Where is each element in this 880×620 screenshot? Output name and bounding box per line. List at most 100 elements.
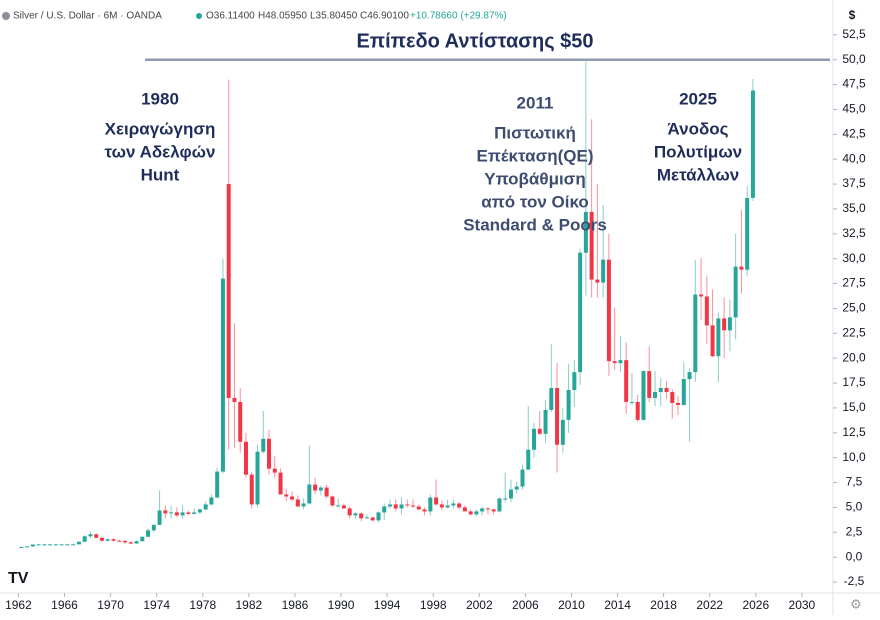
candle-body: [146, 530, 151, 537]
resistance-label: Επίπεδο Αντίστασης $50: [356, 30, 593, 52]
candle-body: [560, 419, 565, 445]
x-tick-label: 2026: [742, 598, 769, 612]
candle-body: [330, 496, 335, 506]
ohlc-low: L35.80450: [310, 11, 358, 22]
symbol-icon: [2, 12, 10, 20]
candle-body: [474, 511, 479, 515]
x-tick-label: 2018: [650, 598, 677, 612]
candle-body: [388, 504, 393, 507]
candle-body: [128, 542, 133, 544]
candle-body: [203, 504, 208, 510]
candle-body: [468, 511, 473, 515]
y-tick-label: 7,5: [846, 475, 863, 489]
currency: $: [849, 8, 856, 22]
candle-body: [341, 505, 346, 509]
candle-body: [693, 294, 698, 373]
annotation-text: Hunt: [141, 165, 180, 184]
candle-body: [215, 471, 220, 498]
x-tick-label: 2014: [604, 598, 631, 612]
candle-body: [658, 388, 663, 393]
candle-body: [428, 497, 433, 512]
x-tick-label: 1986: [282, 598, 309, 612]
candle-body: [169, 512, 174, 514]
candle-body: [451, 503, 456, 506]
candle-body: [434, 497, 439, 505]
y-tick-label: 27,5: [842, 276, 866, 290]
candle-body: [71, 544, 76, 546]
candle-body: [65, 544, 70, 546]
y-tick-label: 22,5: [842, 325, 866, 339]
y-tick-label: 52,5: [842, 27, 866, 41]
candle-body: [243, 441, 248, 475]
x-tick-label: 2010: [558, 598, 585, 612]
candle-body: [347, 508, 352, 516]
candle-body: [572, 372, 577, 391]
candle-body: [537, 428, 542, 434]
candle-body: [364, 517, 369, 519]
y-tick-label: 50,0: [842, 52, 866, 66]
candle-body: [359, 513, 364, 519]
y-tick-label: 45,0: [842, 102, 866, 116]
candle-body: [105, 539, 110, 541]
candle-body: [422, 509, 427, 512]
settings-icon[interactable]: ⚙: [850, 596, 862, 611]
x-tick-label: 2030: [789, 598, 816, 612]
annotation-text: Πολυτίμων: [654, 142, 742, 161]
candle-body: [641, 371, 646, 420]
candle-body: [76, 541, 81, 545]
candle-body: [589, 211, 594, 280]
candle-body: [295, 499, 300, 507]
y-tick-label: 15,0: [842, 400, 866, 414]
candle-body: [290, 496, 295, 500]
x-tick-label: 1994: [374, 598, 401, 612]
annotation-text: 1980: [141, 89, 179, 108]
candle-body: [163, 510, 168, 514]
candle-body: [82, 536, 87, 542]
annotation-text: Άνοδος: [667, 119, 728, 138]
candle-body: [664, 388, 669, 393]
y-tick-label: 20,0: [842, 350, 866, 364]
candle-body: [405, 504, 410, 506]
candle-body: [676, 402, 681, 405]
candle-body: [151, 524, 156, 531]
candle-body: [376, 512, 381, 521]
x-tick-label: 2006: [512, 598, 539, 612]
candle-body: [710, 325, 715, 357]
ohlc-high: H48.05950: [258, 11, 307, 22]
candle-body: [220, 278, 225, 472]
annotation-text: Υποβάθμιση: [484, 169, 585, 188]
annotation-text: Μετάλλων: [657, 165, 739, 184]
symbol: Silver / U.S. Dollar · 6M · OANDA: [13, 11, 162, 22]
candle-body: [301, 503, 306, 507]
ohlc-open: O36.11400: [206, 11, 255, 22]
annotation-text: Επέκταση(QE): [477, 146, 594, 165]
candle-body: [157, 510, 162, 525]
candle-body: [99, 537, 104, 541]
candle-body: [549, 388, 554, 410]
candle-body: [353, 513, 358, 516]
candle-body: [272, 468, 277, 473]
candle-body: [278, 472, 283, 495]
candle-body: [307, 484, 312, 504]
candle-body: [670, 392, 675, 403]
candle-body: [716, 318, 721, 357]
candle-body: [88, 534, 93, 537]
y-tick-label: 12,5: [842, 425, 866, 439]
candle-body: [174, 512, 179, 516]
y-tick-label: 10,0: [842, 450, 866, 464]
candle-body: [624, 360, 629, 402]
x-tick-label: 1970: [97, 598, 124, 612]
y-tick-label: 32,5: [842, 226, 866, 240]
x-tick-label: 1974: [143, 598, 170, 612]
x-tick-label: 2002: [466, 598, 493, 612]
candle-body: [566, 390, 571, 420]
x-tick-label: 2022: [696, 598, 723, 612]
candle-body: [520, 469, 525, 487]
annotation-text: 2011: [517, 93, 554, 112]
x-tick-label: 1978: [189, 598, 216, 612]
candle-body: [514, 486, 519, 490]
candle-body: [48, 544, 53, 546]
candle-body: [59, 544, 64, 546]
